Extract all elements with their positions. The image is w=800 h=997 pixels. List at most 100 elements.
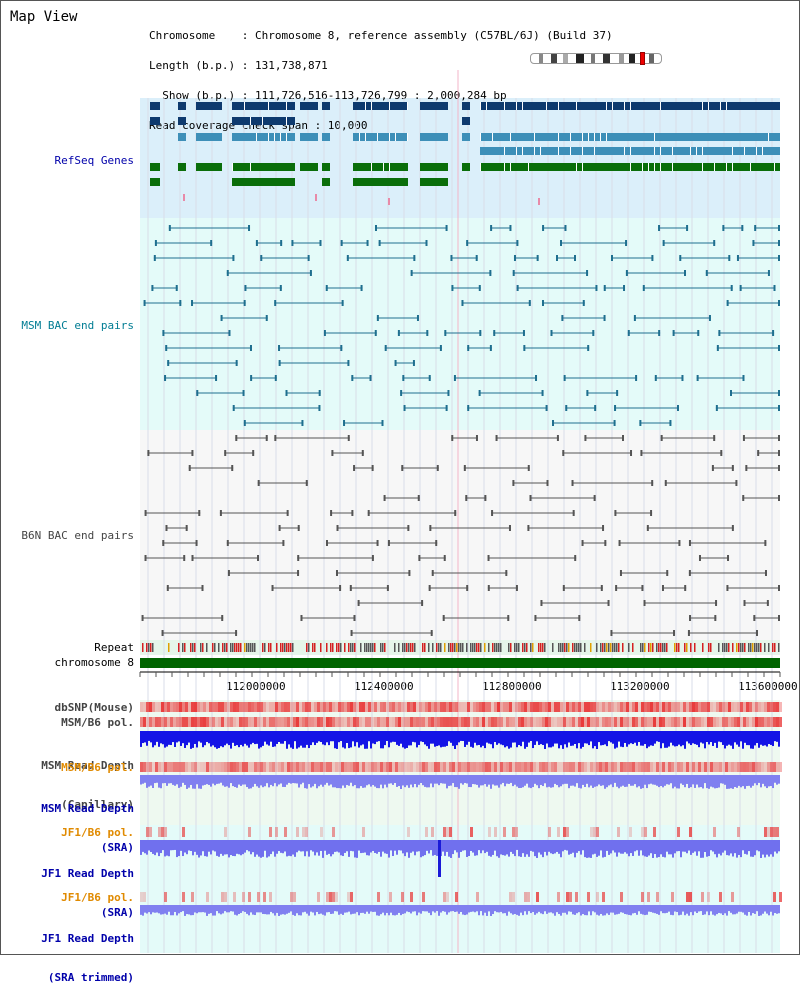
jf1-depth-sra bbox=[606, 840, 608, 851]
exon-gap bbox=[660, 163, 661, 171]
msm-depth-sra bbox=[652, 775, 654, 785]
exon-gap bbox=[504, 102, 505, 110]
exon-gap bbox=[395, 133, 396, 141]
msm-depth-capillary bbox=[642, 731, 644, 746]
repeat-label[interactable]: Repeat bbox=[94, 641, 134, 654]
jf1-depth-trimmed bbox=[576, 905, 578, 914]
msm-depth-sra bbox=[230, 775, 232, 784]
dbsnp-density bbox=[245, 702, 248, 712]
msm-pol-density bbox=[356, 717, 359, 727]
jf1-depth-trimmed bbox=[308, 905, 310, 916]
repeat-element bbox=[284, 643, 286, 652]
msm-bac-pair-end bbox=[635, 375, 638, 381]
repeat-element bbox=[632, 643, 634, 652]
dbsnp-density bbox=[584, 702, 587, 712]
repeat-element bbox=[604, 643, 606, 652]
msm-pol-density bbox=[167, 717, 170, 727]
jf1-depth-sra bbox=[338, 840, 340, 853]
msm-depth-sra bbox=[370, 775, 372, 787]
refseq-genes-label[interactable]: RefSeq Genes bbox=[54, 154, 134, 167]
jf1-b6-pol-label[interactable]: JF1/B6 pol. bbox=[61, 826, 134, 839]
repeat-element bbox=[234, 643, 236, 652]
msm-b6-pol-label[interactable]: MSM/B6 pol. bbox=[61, 716, 134, 729]
msm-b6-pol-2-label[interactable]: MSM/B6 pol. bbox=[61, 761, 134, 774]
msm-depth-capillary bbox=[160, 731, 162, 744]
msm-depth-sra bbox=[232, 775, 234, 787]
dbsnp-density bbox=[257, 702, 260, 712]
jf1-b6-pol-2-label[interactable]: JF1/B6 pol. bbox=[61, 891, 134, 904]
jf1-depth-trimmed bbox=[280, 905, 282, 915]
msm-depth-sra bbox=[760, 775, 762, 788]
msm-bac-pair-end bbox=[718, 330, 721, 336]
msm-bac-label[interactable]: MSM BAC end pairs bbox=[21, 319, 134, 332]
msm-depth-sra bbox=[738, 775, 740, 786]
dbsnp-density bbox=[701, 702, 704, 712]
dbsnp-density bbox=[272, 702, 275, 712]
jf1-depth-trimmed bbox=[748, 905, 750, 913]
msm-depth-sra bbox=[742, 775, 744, 787]
msm-depth-sra bbox=[264, 775, 266, 787]
jf1-pol-2-density bbox=[140, 892, 143, 902]
msm-pol-density bbox=[488, 717, 491, 727]
msm-depth-capillary bbox=[460, 731, 462, 741]
jf1-depth-sra bbox=[300, 840, 302, 852]
msm-depth-sra bbox=[144, 775, 146, 783]
msm-depth-sra bbox=[390, 775, 392, 784]
msm-depth-capillary bbox=[162, 731, 164, 745]
msm-pol-2-density bbox=[407, 762, 410, 772]
jf1-depth-sra bbox=[552, 840, 554, 855]
jf1-read-depth-sra-label[interactable]: JF1 Read Depth (SRA) bbox=[41, 867, 134, 919]
msm-read-depth-capillary-label[interactable]: MSM Read Depth (Capillary) bbox=[41, 759, 134, 811]
msm-depth-capillary bbox=[318, 731, 320, 742]
genome-graphics[interactable] bbox=[0, 0, 800, 955]
msm-depth-capillary bbox=[540, 731, 542, 745]
msm-bac-pair-end bbox=[586, 270, 589, 276]
dbsnp-density bbox=[500, 702, 503, 712]
jf1-depth-trimmed bbox=[402, 905, 404, 914]
msm-pol-2-density bbox=[299, 762, 302, 772]
jf1-depth-trimmed bbox=[604, 905, 606, 916]
jf1-depth-trimmed bbox=[410, 905, 412, 914]
jf1-depth-trimmed bbox=[386, 905, 388, 913]
msm-depth-sra bbox=[754, 775, 756, 784]
msm-read-depth-sra-label[interactable]: MSM Read Depth (SRA) bbox=[41, 802, 134, 854]
b6n-bac-pair-end bbox=[764, 540, 767, 546]
exon-gap bbox=[365, 133, 366, 141]
msm-depth-capillary bbox=[450, 731, 452, 743]
msm-depth-capillary bbox=[736, 731, 738, 745]
jf1-depth-sra bbox=[760, 840, 762, 858]
msm-pol-2-density bbox=[770, 762, 773, 772]
jf1-depth-trimmed bbox=[584, 905, 586, 916]
jf1-depth-trimmed bbox=[348, 905, 350, 912]
msm-bac-pair-end bbox=[467, 405, 470, 411]
repeat-element bbox=[614, 643, 616, 652]
msm-depth-sra bbox=[710, 775, 712, 787]
b6n-bac-label[interactable]: B6N BAC end pairs bbox=[21, 529, 134, 542]
dbsnp-density bbox=[707, 702, 710, 712]
repeat-element bbox=[226, 643, 228, 652]
jf1-depth-sra bbox=[694, 840, 696, 852]
msm-depth-capillary bbox=[678, 731, 680, 745]
msm-depth-sra bbox=[378, 775, 380, 789]
repeat-element bbox=[270, 643, 272, 652]
dbsnp-label[interactable]: dbSNP(Mouse) bbox=[54, 701, 134, 714]
chromosome-ideogram[interactable] bbox=[530, 53, 662, 64]
chromosome-label[interactable]: chromosome 8 bbox=[54, 656, 134, 669]
msm-depth-sra bbox=[596, 775, 598, 787]
jf1-depth-trimmed bbox=[480, 905, 482, 912]
msm-bac-pair-end bbox=[400, 390, 403, 396]
dbsnp-density bbox=[728, 702, 731, 712]
dbsnp-density bbox=[758, 702, 761, 712]
repeat-element bbox=[602, 643, 604, 652]
coverage-span-line: Read coverage check span : 10,000 bbox=[149, 119, 368, 132]
jf1-depth-sra bbox=[388, 840, 390, 858]
jf1-depth-trimmed bbox=[360, 905, 362, 913]
msm-depth-sra bbox=[658, 775, 660, 788]
gene-feature bbox=[150, 178, 160, 186]
repeat-element bbox=[652, 643, 654, 652]
jf1-pol-2-density bbox=[257, 892, 260, 902]
msm-depth-capillary bbox=[250, 731, 252, 745]
msm-depth-sra bbox=[728, 775, 730, 789]
b6n-bac-pair-end bbox=[183, 555, 186, 561]
msm-depth-capillary bbox=[184, 731, 186, 748]
